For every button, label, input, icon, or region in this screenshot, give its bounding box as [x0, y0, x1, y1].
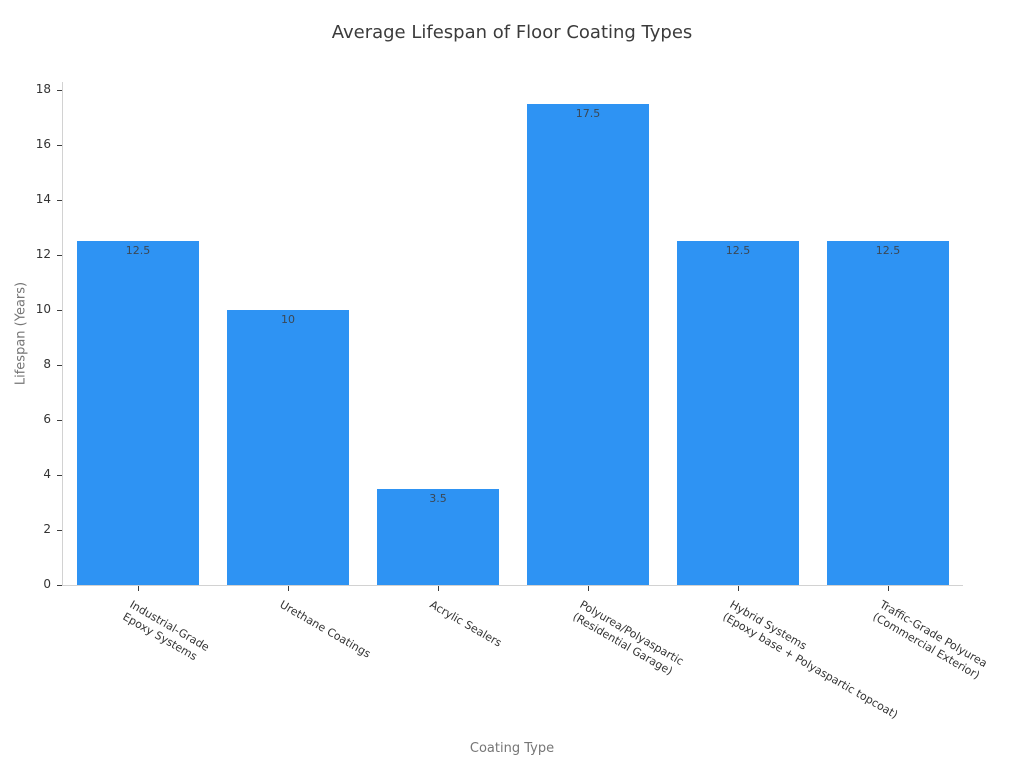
bar-value-label: 17.5: [575, 107, 601, 120]
y-tick-label: 6: [43, 412, 51, 427]
x-tick-mark: [137, 586, 139, 591]
y-tick-mark: [57, 199, 62, 201]
x-tick-mark: [737, 586, 739, 591]
y-tick-label: 10: [35, 302, 51, 317]
x-tick-mark: [437, 586, 439, 591]
bar-value-label: 12.5: [875, 244, 901, 258]
bar: 3.5: [377, 488, 499, 585]
y-tick-mark: [57, 474, 62, 476]
y-tick-label: 0: [43, 577, 51, 591]
x-tick-label: Acrylic Sealers: [427, 598, 504, 650]
x-tick-mark: [887, 586, 889, 591]
bar: 10: [227, 310, 349, 585]
x-axis-title: Coating Type: [469, 741, 555, 756]
y-tick-mark: [57, 584, 62, 586]
x-tick-label: Industrial-Grade Epoxy Systems: [120, 598, 212, 664]
bar-value-label: 12.5: [125, 244, 151, 258]
x-tick-mark: [287, 586, 289, 591]
y-tick-label: 14: [35, 192, 51, 207]
bar: 17.5: [527, 104, 649, 585]
x-tick-label: Traffic-Grade Polyurea (Commercial Exteri…: [870, 598, 990, 683]
x-tick-mark: [587, 586, 589, 591]
y-axis-title: Lifespan (Years): [13, 281, 29, 386]
chart-title: Average Lifespan of Floor Coating Types: [331, 22, 693, 43]
bar-value-label: 10: [281, 313, 295, 327]
bar-value-label: 12.5: [725, 244, 751, 258]
y-tick-mark: [57, 529, 62, 531]
x-tick-label: Polyurea/Polyaspartic (Residential Garage…: [570, 598, 686, 678]
y-tick-label: 12: [35, 247, 51, 262]
y-tick-mark: [57, 419, 62, 421]
y-tick-label: 4: [43, 467, 51, 482]
plot-area: 12.5 10 3.5 17.5 12.5 12.5: [57, 82, 963, 591]
y-tick-mark: [57, 254, 62, 256]
y-tick-label: 8: [43, 357, 51, 372]
y-tick-mark: [57, 364, 62, 366]
y-tick-mark: [57, 89, 62, 91]
bar-value-label: 3.5: [429, 491, 447, 505]
y-tick-mark: [57, 309, 62, 311]
y-tick-label: 16: [35, 137, 51, 152]
x-tick-label: Urethane Coatings: [277, 598, 373, 661]
y-tick-label: 2: [43, 522, 51, 537]
bar: 12.5: [677, 241, 799, 585]
y-tick-mark: [57, 144, 62, 146]
bar: 12.5: [77, 241, 199, 585]
y-tick-label: 18: [35, 82, 51, 97]
bar: 12.5: [827, 241, 949, 585]
